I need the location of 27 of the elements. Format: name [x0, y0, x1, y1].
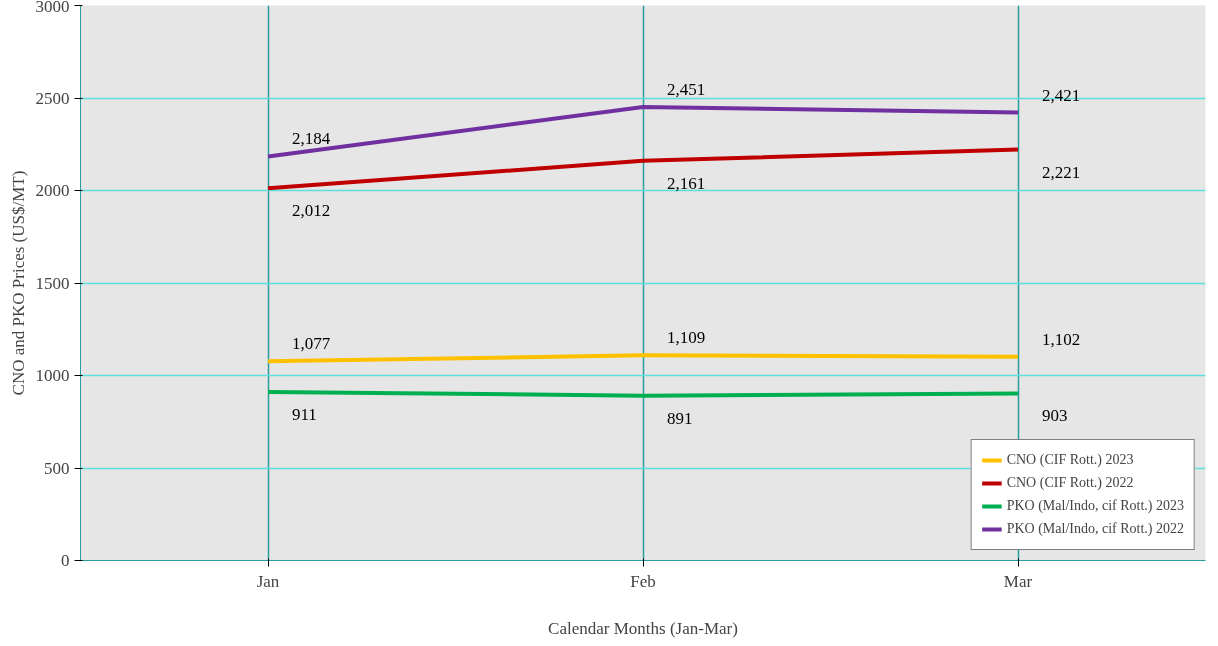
y-tick-label: 0	[61, 551, 70, 570]
x-axis-title: Calendar Months (Jan-Mar)	[548, 618, 738, 638]
data-label: 891	[667, 408, 693, 428]
data-label: 1,102	[1042, 329, 1081, 349]
data-label: 2,161	[667, 173, 706, 193]
data-label: 1,109	[667, 328, 706, 348]
y-tick-label: 3000	[35, 0, 70, 16]
y-tick-label: 500	[44, 458, 70, 478]
legend-label: PKO (Mal/Indo, cif Rott.) 2022	[1006, 521, 1184, 537]
y-tick-label: 1000	[35, 366, 70, 385]
legend-label: PKO (Mal/Indo, cif Rott.) 2023	[1006, 498, 1184, 514]
x-tick-label: Feb	[630, 571, 656, 591]
y-tick-label: 2500	[35, 88, 70, 108]
y-axis-title: CNO and PKO Prices (US$/MT)	[8, 170, 28, 396]
data-label: 2,221	[1042, 162, 1081, 182]
data-label: 2,012	[292, 201, 331, 221]
data-label: 903	[1042, 406, 1068, 426]
x-tick-label: Jan	[256, 571, 280, 591]
x-tick-label: Mar	[1003, 571, 1033, 591]
y-tick-label: 1500	[35, 273, 70, 293]
legend-label: CNO (CIF Rott.) 2022	[1006, 475, 1134, 491]
legend-label: CNO (CIF Rott.) 2023	[1006, 452, 1134, 468]
data-label: 2,451	[667, 80, 706, 100]
data-label: 1,077	[292, 334, 331, 354]
y-tick-label: 2000	[35, 181, 70, 200]
data-label: 2,184	[292, 129, 331, 149]
data-label: 911	[292, 404, 317, 424]
